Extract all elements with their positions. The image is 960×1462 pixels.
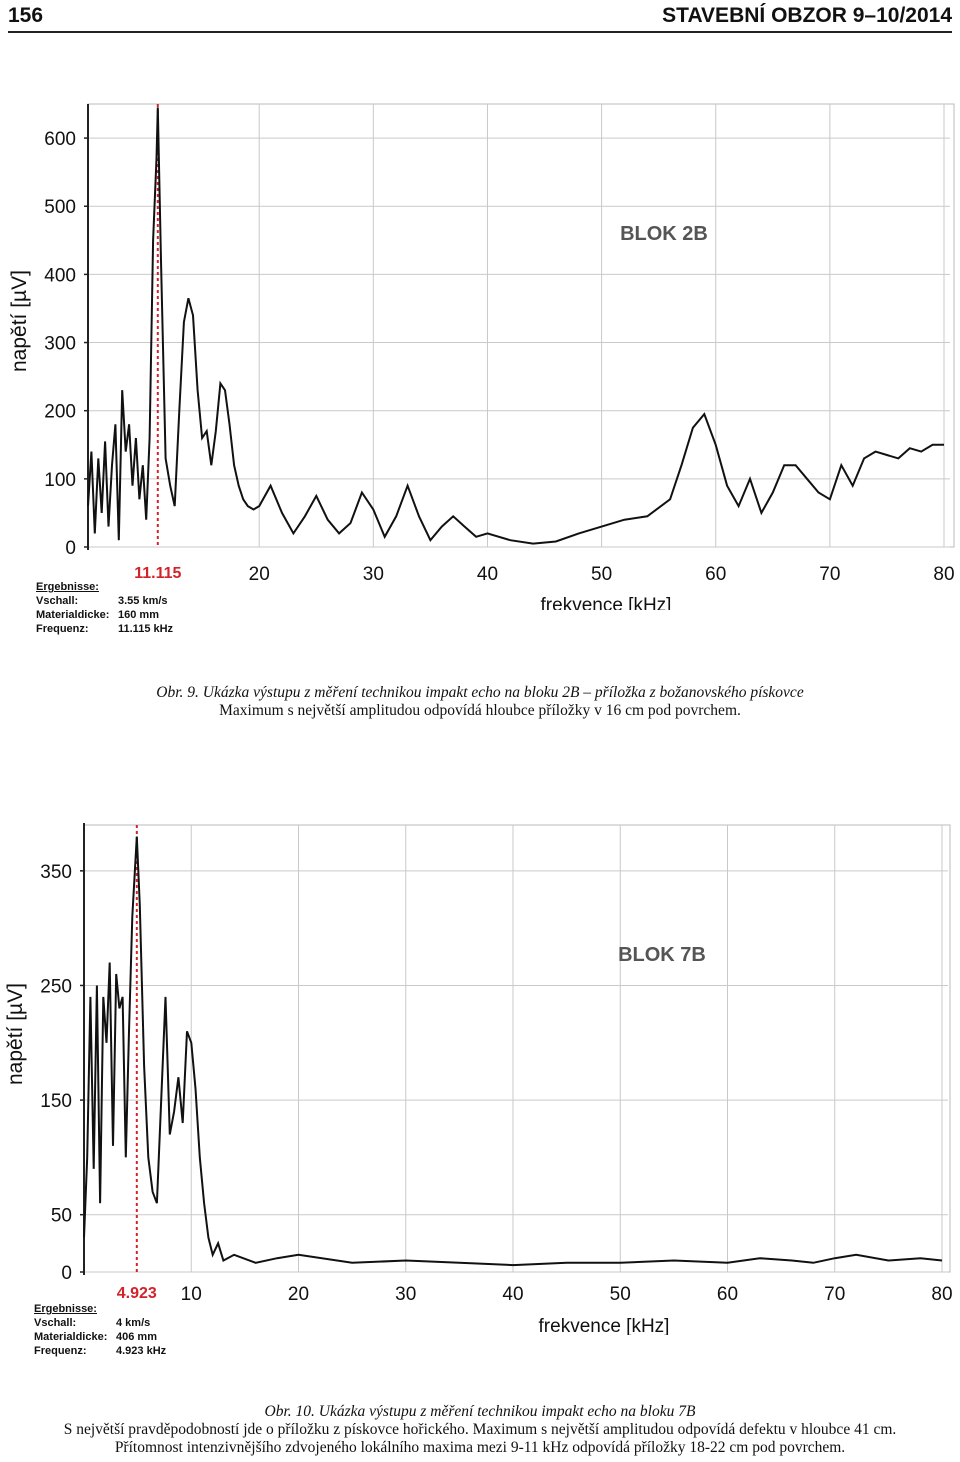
x-tick-label: 50 bbox=[610, 1284, 631, 1305]
results-row: Frequenz: 11.115 kHz bbox=[36, 622, 173, 636]
x-tick-label: 30 bbox=[363, 564, 384, 585]
y-tick-label: 400 bbox=[44, 265, 76, 286]
series-line bbox=[87, 107, 944, 545]
chart-blok-7b: 0 50 150 250 350 10 20 30 40 50 60 70 80 4.923 BLOK… bbox=[4, 823, 953, 1335]
results-value: 4 km/s bbox=[116, 1317, 151, 1329]
results-row: Frequenz: 4.923 kHz bbox=[34, 1344, 166, 1358]
results-key: Materialdicke: bbox=[34, 1331, 108, 1343]
results-box-1: Ergebnisse: Vschall: 3.55 km/s Materialdi… bbox=[36, 580, 173, 636]
caption-text: Přítomnost intenzivnějšího zdvojeného lo… bbox=[114, 1439, 846, 1456]
results-key: Vschall: bbox=[34, 1317, 77, 1329]
header-rule bbox=[8, 31, 952, 33]
results-value: 11.115 kHz bbox=[118, 623, 174, 635]
y-tick-label: 50 bbox=[51, 1206, 72, 1227]
series-line bbox=[83, 836, 943, 1267]
results-key: Vschall: bbox=[36, 595, 79, 607]
y-ticks: 0 100 200 300 400 500 600 bbox=[44, 129, 88, 559]
results-title: Ergebnisse: bbox=[36, 581, 99, 593]
results-value: 406 mm bbox=[116, 1331, 157, 1343]
caption-figure-9: Obr. 9. Ukázka výstupu z měření techniko… bbox=[20, 684, 940, 720]
results-box-2: Ergebnisse: Vschall: 4 km/s Materialdicke… bbox=[34, 1302, 166, 1358]
chart-title: BLOK 2B bbox=[620, 223, 708, 245]
y-tick-label: 500 bbox=[44, 197, 76, 218]
results-key: Materialdicke: bbox=[36, 609, 110, 621]
x-tick-label: 40 bbox=[502, 1284, 523, 1305]
caption-title: Obr. 9. Ukázka výstupu z měření techniko… bbox=[156, 684, 804, 701]
x-tick-label: 80 bbox=[931, 1284, 952, 1305]
results-key: Frequenz: bbox=[34, 1345, 87, 1357]
y-tick-label: 350 bbox=[40, 862, 72, 883]
y-ticks: 0 50 150 250 350 bbox=[40, 862, 84, 1284]
x-tick-label: 70 bbox=[824, 1284, 845, 1305]
x-tick-label: 80 bbox=[933, 564, 954, 585]
plot-frame bbox=[87, 103, 955, 548]
plot-frame-group bbox=[83, 824, 951, 1273]
chart-blok-2b: 0 100 200 300 400 500 600 20 30 40 50 60 70 80 11.11… bbox=[8, 103, 955, 610]
chart-title: BLOK 7B bbox=[618, 944, 706, 966]
plot-frame-group bbox=[87, 103, 955, 548]
y-tick-label: 250 bbox=[40, 976, 72, 997]
caption-text: S největší pravděpodobností jde o přílož… bbox=[63, 1421, 897, 1438]
y-tick-label: 150 bbox=[40, 1091, 72, 1112]
results-title: Ergebnisse: bbox=[34, 1303, 97, 1315]
x-ticks: 20 30 40 50 60 70 80 bbox=[249, 564, 955, 585]
peak-marker-label: 4.923 bbox=[117, 1285, 157, 1302]
x-ticks: 10 20 30 40 50 60 70 80 bbox=[181, 1284, 953, 1305]
y-tick-label: 600 bbox=[44, 129, 76, 150]
peak-marker-group: 11.115 bbox=[134, 104, 181, 582]
page-number: 156 bbox=[8, 4, 44, 27]
results-row: Materialdicke: 406 mm bbox=[34, 1330, 166, 1344]
peak-marker-label: 11.115 bbox=[134, 565, 181, 582]
x-tick-label: 60 bbox=[705, 564, 726, 585]
x-tick-label: 10 bbox=[181, 1284, 202, 1305]
y-tick-label: 0 bbox=[61, 1263, 72, 1284]
y-tick-label: 0 bbox=[65, 538, 76, 559]
x-tick-label: 40 bbox=[477, 564, 498, 585]
y-tick-label: 200 bbox=[44, 402, 76, 423]
results-value: 160 mm bbox=[118, 609, 159, 621]
journal-title: STAVEBNÍ OBZOR 9–10/2014 bbox=[662, 4, 952, 27]
results-row: Vschall: 3.55 km/s bbox=[36, 594, 173, 608]
caption-text: Maximum s největší amplitudou odpovídá h… bbox=[219, 702, 741, 719]
x-axis-label: frekvence [kHz] bbox=[539, 1316, 670, 1335]
grid bbox=[88, 104, 950, 548]
y-axis-label: napětí [µV] bbox=[4, 983, 27, 1085]
y-axis-label: napětí [µV] bbox=[8, 270, 31, 372]
grid bbox=[84, 825, 948, 1273]
y-tick-label: 300 bbox=[44, 334, 76, 355]
x-tick-label: 70 bbox=[819, 564, 840, 585]
results-key: Frequenz: bbox=[36, 623, 89, 635]
results-row: Vschall: 4 km/s bbox=[34, 1316, 166, 1330]
x-tick-label: 60 bbox=[717, 1284, 738, 1305]
y-tick-label: 100 bbox=[44, 470, 76, 491]
results-value: 3.55 km/s bbox=[118, 595, 168, 607]
results-row: Materialdicke: 160 mm bbox=[36, 608, 173, 622]
results-value: 4.923 kHz bbox=[116, 1345, 167, 1357]
x-tick-label: 50 bbox=[591, 564, 612, 585]
x-tick-label: 20 bbox=[249, 564, 270, 585]
x-tick-label: 20 bbox=[288, 1284, 309, 1305]
caption-figure-10: Obr. 10. Ukázka výstupu z měření technik… bbox=[20, 1403, 940, 1457]
page-header: 156 STAVEBNÍ OBZOR 9–10/2014 bbox=[8, 4, 952, 30]
x-tick-label: 30 bbox=[395, 1284, 416, 1305]
caption-title: Obr. 10. Ukázka výstupu z měření technik… bbox=[264, 1403, 696, 1420]
x-axis-label: frekvence [kHz] bbox=[541, 595, 672, 610]
peak-marker-group: 4.923 bbox=[117, 825, 157, 1302]
plot-frame bbox=[83, 824, 951, 1273]
